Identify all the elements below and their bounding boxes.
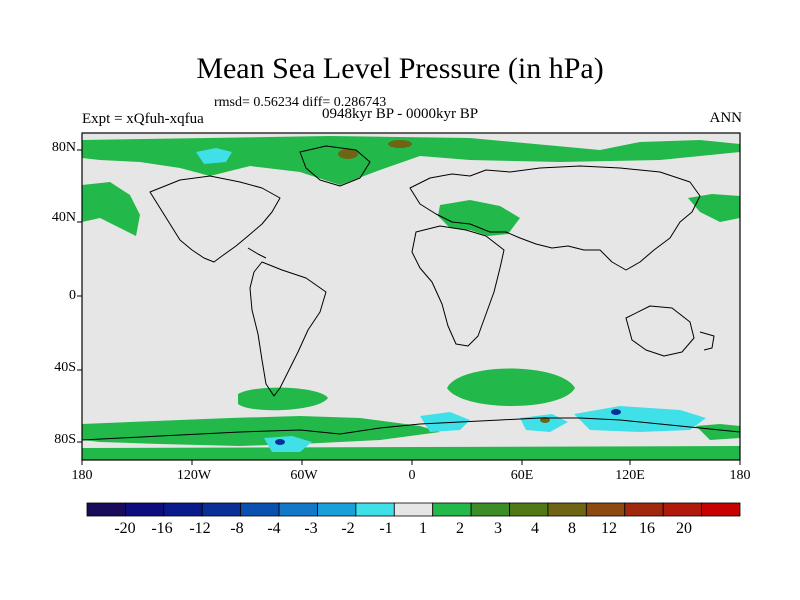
lon-label-180w: 180	[71, 468, 93, 483]
colorbar-label-8: 8	[568, 520, 576, 537]
new-zealand-coast	[699, 331, 715, 351]
greenland-coast	[299, 145, 371, 187]
antarctic-green-south	[82, 446, 740, 460]
lat-label-80n: 80N	[51, 140, 76, 155]
colorbar-swatch	[624, 502, 664, 517]
colorbar-label-minus-8: -8	[230, 520, 244, 537]
north-pacific-green	[82, 182, 140, 236]
lon-label-60e: 60E	[510, 468, 534, 483]
positive-anomaly-regions	[82, 136, 740, 460]
colorbar-swatch	[278, 502, 318, 517]
colorbar-swatch	[585, 502, 626, 517]
arctic-brown-a	[338, 149, 358, 159]
colorbar-swatch	[662, 502, 702, 517]
africa-coast	[411, 225, 505, 347]
colorbar-label-4: 4	[531, 520, 539, 537]
lon-label-0: 0	[408, 468, 416, 483]
lon-label-120w: 120W	[176, 468, 212, 483]
eurasia-coast	[409, 165, 701, 271]
colorbar-swatch	[240, 502, 280, 517]
colorbar-swatch	[470, 502, 510, 517]
colorbar-swatch	[393, 502, 434, 517]
colorbar-label-minus-4: -4	[267, 520, 281, 537]
colorbar-label-3: 3	[494, 520, 502, 537]
lon-label-60w: 60W	[290, 468, 318, 483]
east-antarctic-cyan-a	[420, 412, 470, 432]
colorbar-swatch	[547, 502, 587, 517]
colorbar-label-minus-2: -2	[341, 520, 355, 537]
north-america-coast	[149, 175, 281, 263]
colorbar-label-16: 16	[639, 520, 655, 537]
colorbar-swatch	[355, 502, 395, 517]
lon-label-180e: 180	[729, 468, 751, 483]
colorbar-swatch	[509, 502, 549, 517]
colorbar-swatch	[163, 502, 203, 517]
colorbar-swatch	[125, 502, 165, 517]
colorbar-label-minus-20: -20	[114, 520, 136, 537]
axis-ticks	[77, 149, 741, 465]
colorbar-label-minus-16: -16	[151, 520, 173, 537]
period-label: 0948kyr BP - 0000kyr BP	[322, 106, 479, 122]
colorbar-label-2: 2	[456, 520, 464, 537]
antarctic-green-east	[696, 424, 740, 440]
antarctica-coast	[81, 417, 741, 441]
colorbar-label-minus-1: -1	[379, 520, 393, 537]
colorbar-swatch	[432, 502, 472, 517]
lat-label-40n: 40N	[51, 210, 76, 225]
weddell-cyan	[264, 436, 312, 452]
experiment-label: Expt = xQfuh-xqfua	[82, 111, 204, 127]
colorbar-label-20: 20	[676, 520, 692, 537]
colorbar	[86, 502, 741, 517]
greenland-cyan	[196, 148, 232, 164]
arctic-green-band	[82, 136, 740, 185]
coastlines	[81, 145, 741, 441]
colorbar-label-minus-3: -3	[304, 520, 318, 537]
colorbar-swatch	[317, 502, 357, 517]
south-atlantic-green	[238, 387, 328, 411]
colorbar-swatch	[86, 502, 126, 517]
lat-label-80s: 80S	[54, 432, 76, 447]
central-america-coast	[247, 247, 267, 259]
antarctic-blue-a	[611, 409, 621, 415]
south-america-coast	[249, 261, 327, 397]
colorbar-label-12: 12	[601, 520, 617, 537]
map-title: Mean Sea Level Pressure (in hPa)	[196, 52, 604, 85]
mediterranean-green	[438, 200, 520, 236]
nw-pacific-green	[688, 194, 740, 222]
colorbar-label-minus-12: -12	[189, 520, 211, 537]
southern-indian-green	[447, 368, 575, 406]
lat-label-0: 0	[69, 288, 76, 303]
arctic-brown-b	[388, 140, 412, 148]
season-label: ANN	[709, 110, 743, 126]
colorbar-swatch	[201, 502, 242, 517]
lon-label-120e: 120E	[615, 468, 645, 483]
australia-coast	[625, 305, 695, 357]
lat-label-40s: 40S	[54, 360, 76, 375]
colorbar-swatch	[701, 502, 741, 517]
rmsd-diff-stats: rmsd= 0.56234 diff= 0.286743	[214, 95, 387, 110]
colorbar-label-1: 1	[419, 520, 427, 537]
strong-positive-regions	[338, 140, 550, 423]
antarctic-blue-b	[275, 439, 285, 445]
strong-negative-regions	[275, 409, 621, 445]
